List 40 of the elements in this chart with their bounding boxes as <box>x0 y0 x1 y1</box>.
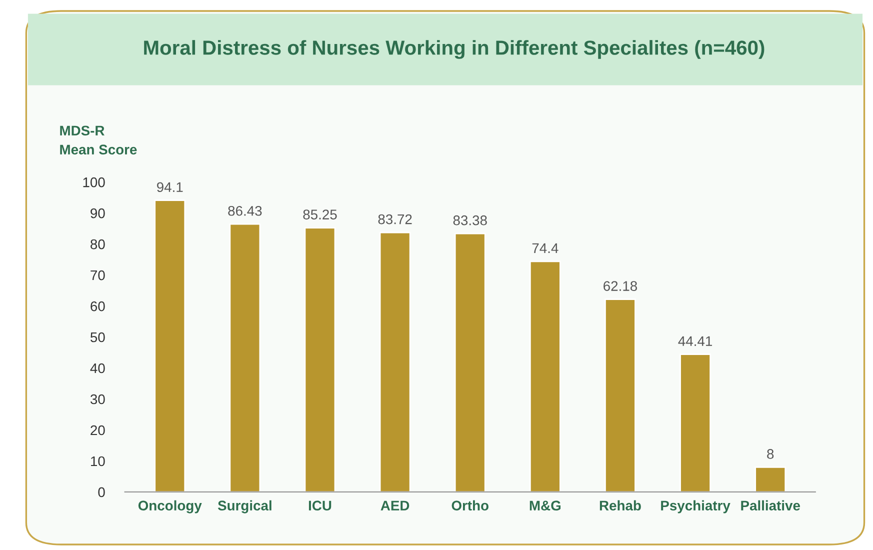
y-tick-label: 70 <box>90 270 105 280</box>
x-tick-label: Psychiatry <box>661 500 730 514</box>
y-axis-title: MDS-R Mean Score <box>60 126 137 155</box>
data-label: 44.41 <box>678 336 712 346</box>
x-tick-label: M&G <box>530 500 561 511</box>
data-label: 62.18 <box>604 281 638 291</box>
y-tick-label: 100 <box>83 177 105 188</box>
x-tick-label: Rehab <box>600 500 641 511</box>
y-tick-label: 30 <box>90 394 105 404</box>
y-tick-label: 0 <box>98 487 105 498</box>
x-tick-label: Ortho <box>452 500 488 511</box>
x-tick-label: Oncology <box>138 500 202 514</box>
x-tick-label: Palliative <box>741 500 800 511</box>
bar <box>454 232 486 492</box>
y-tick-label: 50 <box>90 332 105 342</box>
bar <box>604 298 636 492</box>
bar <box>154 200 186 492</box>
bar <box>379 232 411 492</box>
x-tick-label: Surgical <box>218 500 272 514</box>
bar <box>754 466 786 492</box>
bar <box>529 260 561 492</box>
x-tick-label: AED <box>380 500 410 510</box>
data-label: 86.43 <box>228 206 262 216</box>
data-label: 83.38 <box>453 215 487 226</box>
y-tick-label: 80 <box>90 239 105 250</box>
data-label: 74.4 <box>532 243 558 253</box>
chart-title: Moral Distress of Nurses Working in Different Specialites (n=460) <box>144 40 764 59</box>
y-tick-label: 20 <box>90 425 105 436</box>
y-tick-label: 40 <box>90 363 105 374</box>
bar <box>680 354 711 492</box>
y-tick-label: 10 <box>91 456 105 466</box>
x-tick-label: ICU <box>308 500 332 511</box>
bar <box>304 227 336 492</box>
data-label: 8 <box>767 449 774 459</box>
y-tick-label: 90 <box>90 208 105 218</box>
data-label: 83.72 <box>378 214 412 224</box>
data-label: 94.1 <box>157 182 183 192</box>
y-tick-label: 60 <box>90 301 105 312</box>
bar <box>229 223 261 492</box>
data-label: 85.25 <box>303 210 337 220</box>
